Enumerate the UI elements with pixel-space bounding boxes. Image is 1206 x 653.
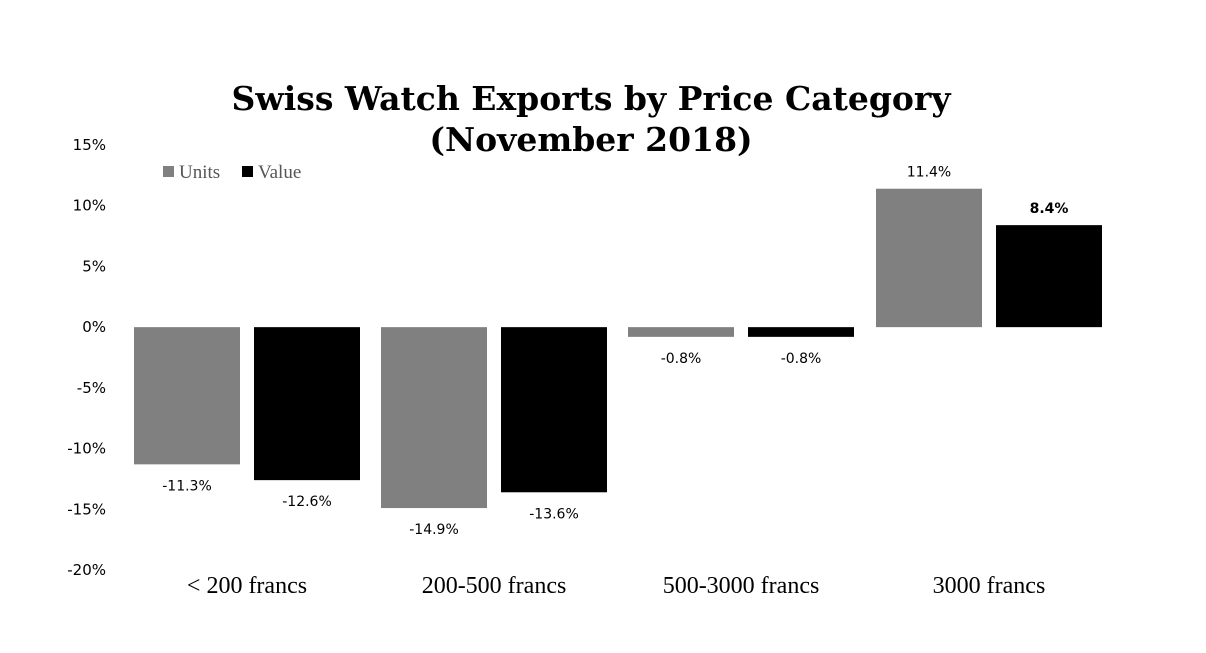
legend-label-units: Units xyxy=(179,162,220,183)
chart-title: Swiss Watch Exports by Price Category xyxy=(231,79,951,118)
legend-swatch-units xyxy=(163,166,174,177)
legend-label-value: Value xyxy=(258,162,301,183)
data-label-value-4: 8.4% xyxy=(1030,201,1069,217)
legend: Units Value xyxy=(163,162,301,183)
x-axis: < 200 francs 200-500 francs 500-3000 franc… xyxy=(187,573,1045,599)
data-label-value-3: -0.8% xyxy=(781,351,822,367)
category-label: 200-500 francs xyxy=(422,573,567,599)
y-tick-label: -15% xyxy=(67,500,106,518)
bar-units-1 xyxy=(134,327,240,465)
legend-swatch-value xyxy=(242,166,253,177)
bar-value-3 xyxy=(748,327,854,337)
data-label-value-1: -12.6% xyxy=(282,494,332,510)
y-tick-label: -20% xyxy=(67,561,106,579)
data-label-units-2: -14.9% xyxy=(409,522,459,538)
bar-value-4 xyxy=(996,225,1102,328)
bar-units-2 xyxy=(381,327,487,509)
data-label-units-4: 11.4% xyxy=(907,165,951,181)
bar-value-2 xyxy=(501,327,607,493)
y-axis: 15% 10% 5% 0% -5% -10% -15% -20% xyxy=(67,136,106,579)
y-tick-label: 10% xyxy=(73,197,106,215)
data-label-value-2: -13.6% xyxy=(529,506,579,522)
category-label: < 200 francs xyxy=(187,573,307,599)
category-label: 3000 francs xyxy=(933,573,1046,599)
bar-value-1 xyxy=(254,327,360,481)
y-tick-label: 0% xyxy=(82,318,106,336)
y-tick-label: 5% xyxy=(82,257,106,275)
category-label: 500-3000 francs xyxy=(663,573,820,599)
bars xyxy=(134,188,1102,509)
data-label-units-3: -0.8% xyxy=(661,351,702,367)
bar-units-4 xyxy=(876,188,982,328)
bar-units-3 xyxy=(628,327,734,337)
chart-subtitle: (November 2018) xyxy=(429,120,752,159)
y-tick-label: 15% xyxy=(73,136,106,154)
y-tick-label: -5% xyxy=(77,379,106,397)
data-label-units-1: -11.3% xyxy=(162,478,212,494)
data-labels: -11.3% -14.9% -0.8% 11.4% -12.6% -13.6% -0.8% 8… xyxy=(162,165,1068,538)
y-tick-label: -10% xyxy=(67,440,106,458)
